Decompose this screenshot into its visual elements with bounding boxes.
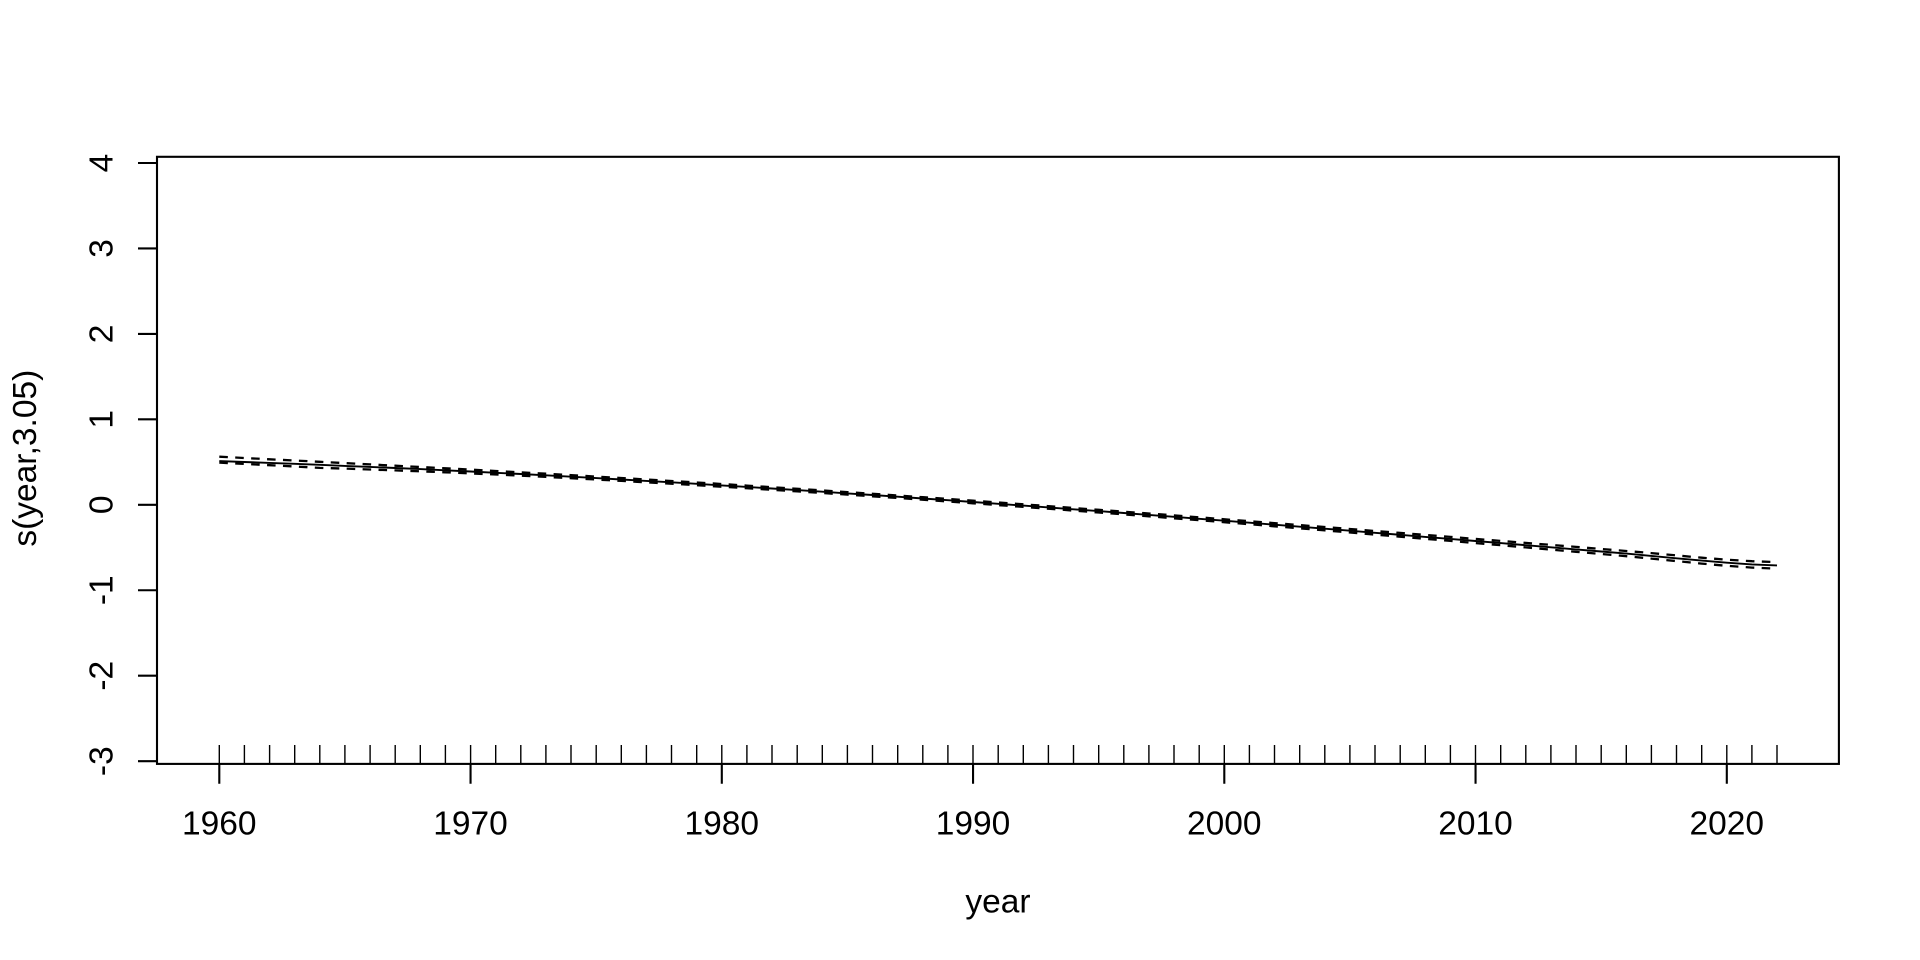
svg-text:-1: -1 xyxy=(84,575,121,605)
svg-text:s(year,3.05): s(year,3.05) xyxy=(7,370,44,547)
svg-text:2000: 2000 xyxy=(1187,806,1262,843)
svg-text:1970: 1970 xyxy=(433,806,508,843)
svg-text:2010: 2010 xyxy=(1438,806,1513,843)
svg-text:-3: -3 xyxy=(84,746,121,776)
svg-text:2: 2 xyxy=(84,325,121,344)
svg-text:4: 4 xyxy=(84,154,121,173)
svg-text:2020: 2020 xyxy=(1690,806,1765,843)
svg-text:1: 1 xyxy=(84,410,121,429)
svg-text:-2: -2 xyxy=(84,661,121,691)
svg-text:1980: 1980 xyxy=(685,806,760,843)
svg-text:1990: 1990 xyxy=(936,806,1011,843)
svg-text:1960: 1960 xyxy=(182,806,257,843)
svg-text:year: year xyxy=(965,883,1030,920)
svg-text:3: 3 xyxy=(84,239,121,258)
svg-text:0: 0 xyxy=(84,495,121,514)
